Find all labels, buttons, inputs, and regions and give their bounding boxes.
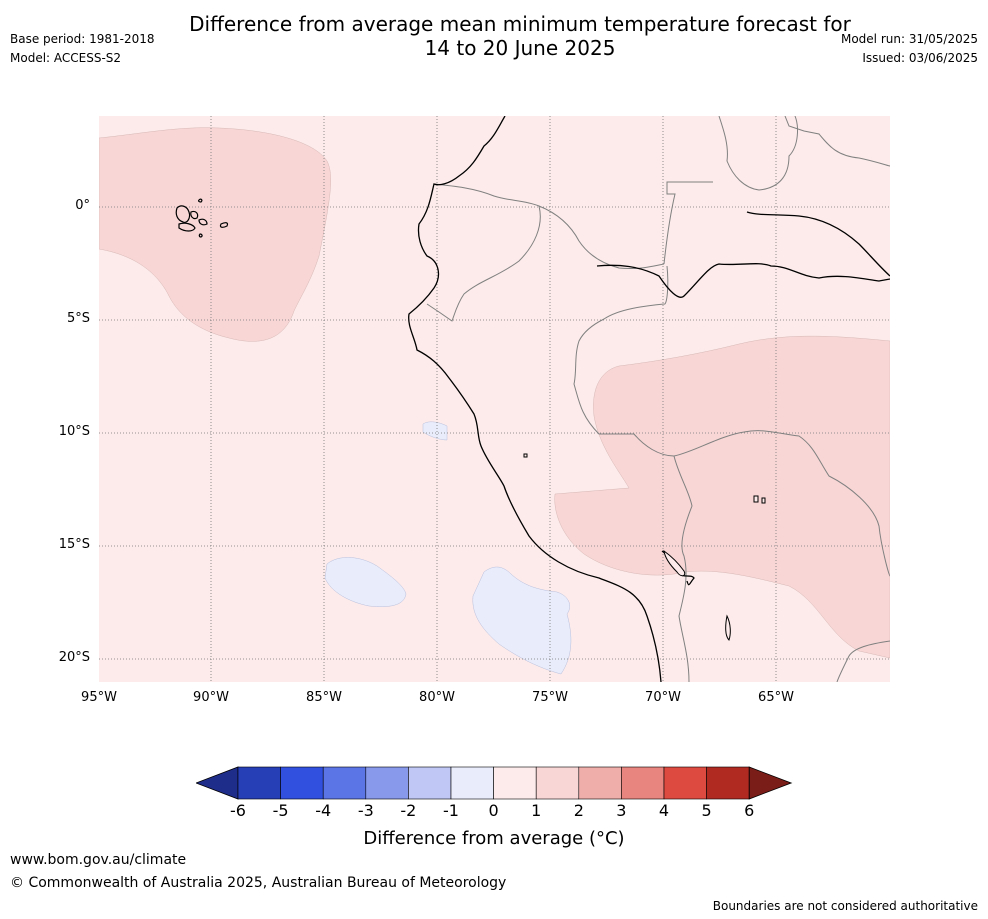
colorbar [196,766,793,800]
title-line-1: Difference from average mean minimum tem… [189,12,851,36]
colorbar-segment [322,766,367,800]
colorbar-segment [408,766,452,800]
galapagos-islands [175,198,229,238]
colorbar-tick-label: -1 [443,801,459,820]
cool-region-ocean-east [472,566,572,675]
colorbar-segment [535,766,580,800]
latitude-label: 20°S [58,650,90,665]
colorbar-tick-label: 6 [744,801,755,820]
latitude-label: 5°S [66,311,90,326]
colorbar-tick-label: 2 [573,801,584,820]
copyright-text: © Commonwealth of Australia 2025, Austra… [10,875,507,891]
colorbar-tick-label: 4 [658,801,670,820]
coastlines [408,116,890,682]
colorbar-max-extension [748,766,793,800]
colorbar-segment [450,766,494,800]
disclaimer-text: Boundaries are not considered authoritat… [712,899,978,913]
warm-region-amazon [554,335,890,659]
colorbar-tick-label: 3 [616,801,627,820]
colorbar-tick-label: 0 [488,801,499,820]
base-period-label: Base period: 1981-2018 [10,32,155,46]
cool-region-ocean-west [324,557,407,607]
issued-label: Issued: 03/06/2025 [862,51,978,65]
colorbar-segment [621,766,665,800]
colorbar-tick-label: -4 [315,801,332,820]
website-link[interactable]: www.bom.gov.au/climate [10,852,187,868]
model-run-label: Model run: 31/05/2025 [840,32,978,46]
colorbar-tick-label: 1 [531,801,542,820]
longitude-label: 70°W [645,690,681,705]
colorbar-segment [493,766,537,800]
forecast-map [99,116,890,682]
colorbar-min-extension [196,766,239,800]
colorbar-segment [663,766,707,800]
latitude-label: 0° [75,198,90,213]
chart-title: Difference from average mean minimum tem… [0,12,988,60]
cool-region-small [422,421,448,441]
colorbar-segment [706,766,750,800]
latitude-label: 10°S [58,424,90,439]
model-label: Model: ACCESS-S2 [10,51,122,65]
longitude-label: 75°W [532,690,568,705]
colorbar-tick-label: -2 [400,801,417,820]
longitude-label: 80°W [419,690,455,705]
warm-region-galapagos [99,127,331,342]
latitude-label: 15°S [58,537,90,552]
longitude-label: 95°W [81,690,117,705]
colorbar-tick-label: -3 [357,801,374,820]
gridlines [99,116,890,682]
colorbar-segment [365,766,409,800]
colorbar-tick-label: -5 [272,801,289,820]
colorbar-segment [280,766,324,800]
longitude-label: 90°W [193,690,229,705]
longitude-label: 65°W [758,690,794,705]
colorbar-tick-label: 5 [701,801,712,820]
longitude-label: 85°W [306,690,342,705]
country-borders [426,116,890,682]
lakes [523,453,766,641]
colorbar-segment [578,766,622,800]
colorbar-label: Difference from average (°C) [363,828,625,849]
title-line-2: 14 to 20 June 2025 [424,36,616,60]
colorbar-segment [237,766,281,800]
colorbar-tick-label: -6 [230,801,246,820]
